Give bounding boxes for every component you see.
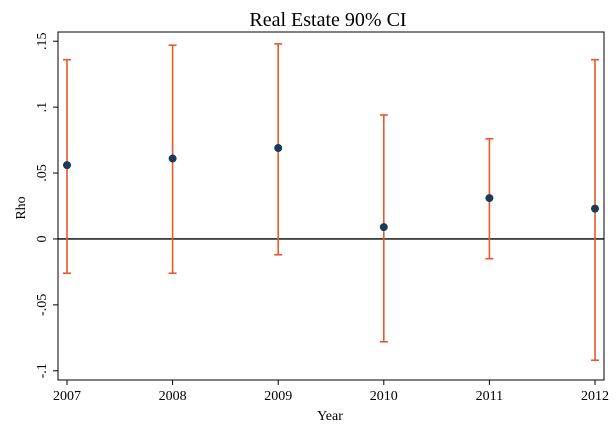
- data-point: [63, 161, 71, 170]
- plot-frame: [57, 31, 605, 381]
- y-tick-label: 0: [35, 235, 50, 242]
- y-tick-label: .1: [35, 102, 50, 113]
- data-point: [379, 223, 388, 232]
- x-tick-label: 2011: [476, 389, 503, 404]
- data-point: [485, 194, 494, 203]
- plot-border: [57, 31, 605, 381]
- y-tick-label: .05: [35, 164, 50, 182]
- y-tick-label: -.1: [35, 363, 50, 378]
- x-axis: 2007 2008 2009 2010 2011 2012: [53, 380, 609, 404]
- y-tick-label: .15: [35, 32, 50, 50]
- x-tick-label: 2010: [370, 389, 398, 404]
- y-axis: -.1 -.05 0 .05 .1 .15: [35, 32, 58, 378]
- x-tick-label: 2012: [581, 389, 609, 404]
- data-points: [63, 144, 599, 232]
- y-axis-title: Rho: [14, 196, 29, 219]
- x-tick-label: 2007: [53, 389, 81, 404]
- data-point: [591, 204, 599, 213]
- x-tick-label: 2009: [264, 389, 292, 404]
- data-point: [274, 144, 283, 152]
- x-axis-title: Year: [317, 409, 343, 424]
- x-tick-label: 2008: [159, 389, 187, 404]
- error-bars: [63, 43, 599, 362]
- y-tick-label: -.05: [35, 294, 50, 316]
- chart-title: Real Estate 90% CI: [249, 9, 406, 31]
- data-point: [168, 154, 177, 163]
